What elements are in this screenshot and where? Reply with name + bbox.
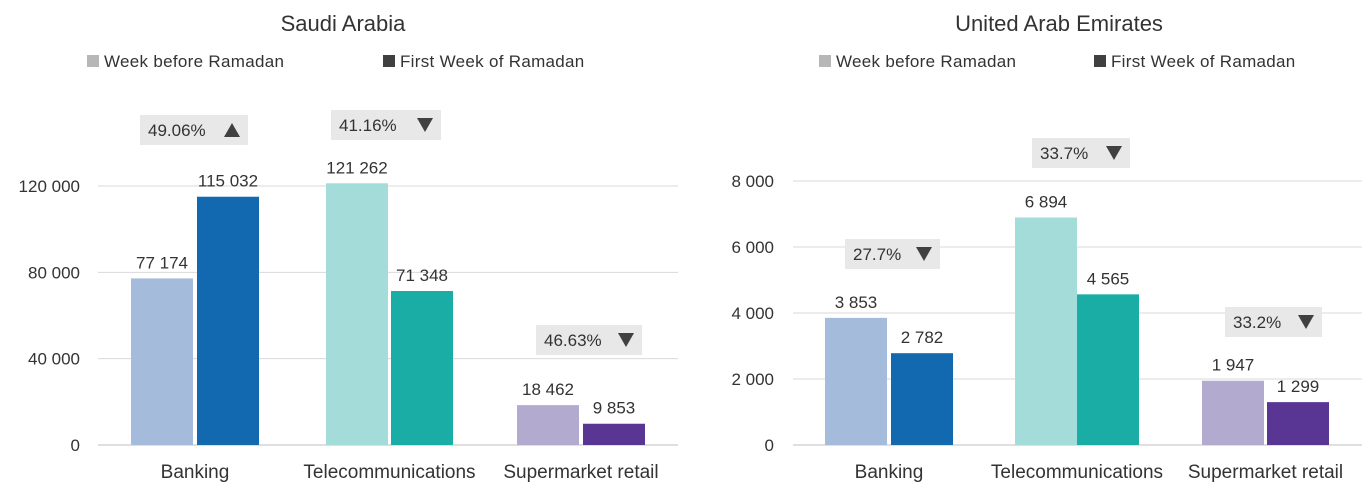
bar <box>1267 402 1329 445</box>
data-label: 115 032 <box>198 172 258 191</box>
chart-panel-uae: United Arab Emirates Week before Ramadan F… <box>731 11 1362 483</box>
data-label: 18 462 <box>522 380 574 399</box>
bar <box>1077 294 1139 445</box>
change-percent: 41.16% <box>339 116 397 135</box>
y-tick-label: 120 000 <box>19 177 80 196</box>
triangle-down-icon <box>1106 146 1122 160</box>
bar <box>326 183 388 445</box>
category-label: Telecommunications <box>303 462 475 483</box>
data-label: 6 894 <box>1025 192 1068 211</box>
change-percent: 46.63% <box>544 331 602 350</box>
legend-swatch <box>383 55 395 67</box>
change-percent: 27.7% <box>853 245 901 264</box>
legend-label: First Week of Ramadan <box>400 52 585 71</box>
bar <box>391 291 453 445</box>
bar <box>891 353 953 445</box>
y-tick-label: 0 <box>765 436 774 455</box>
y-tick-label: 80 000 <box>28 263 80 282</box>
triangle-down-icon <box>417 118 433 132</box>
legend-label: Week before Ramadan <box>104 52 284 71</box>
data-label: 121 262 <box>326 158 387 177</box>
chart-title: United Arab Emirates <box>955 11 1163 36</box>
data-label: 1 299 <box>1277 377 1320 396</box>
triangle-down-icon <box>1298 315 1314 329</box>
data-label: 4 565 <box>1087 269 1130 288</box>
y-tick-label: 40 000 <box>28 350 80 369</box>
legend-swatch <box>1094 55 1106 67</box>
data-label: 9 853 <box>593 399 636 418</box>
y-tick-label: 6 000 <box>731 238 774 257</box>
data-label: 3 853 <box>835 293 878 312</box>
data-label: 2 782 <box>901 328 944 347</box>
triangle-down-icon <box>618 333 634 347</box>
legend-label: Week before Ramadan <box>836 52 1016 71</box>
category-label: Supermarket retail <box>1188 462 1343 483</box>
triangle-down-icon <box>916 247 932 261</box>
triangle-up-icon <box>224 123 240 137</box>
legend-label: First Week of Ramadan <box>1111 52 1296 71</box>
bar <box>583 423 645 445</box>
bar <box>131 278 193 445</box>
bar <box>1015 217 1077 445</box>
data-label: 77 174 <box>136 253 188 272</box>
chart-title: Saudi Arabia <box>281 11 407 36</box>
chart-panel-saudi-arabia: Saudi Arabia Week before Ramadan First Wee… <box>19 11 678 483</box>
bar <box>1202 380 1264 445</box>
data-label: 71 348 <box>396 266 448 285</box>
category-label: Banking <box>855 462 924 483</box>
category-label: Supermarket retail <box>503 462 658 483</box>
change-percent: 33.2% <box>1233 313 1281 332</box>
y-tick-label: 8 000 <box>731 172 774 191</box>
y-tick-label: 4 000 <box>731 304 774 323</box>
change-percent: 49.06% <box>148 121 206 140</box>
data-label: 1 947 <box>1212 356 1255 375</box>
legend-swatch <box>819 55 831 67</box>
category-label: Telecommunications <box>991 462 1163 483</box>
change-percent: 33.7% <box>1040 144 1088 163</box>
category-label: Banking <box>161 462 230 483</box>
legend-swatch <box>87 55 99 67</box>
bar <box>825 317 887 445</box>
bar <box>517 405 579 445</box>
y-tick-label: 0 <box>71 436 80 455</box>
y-tick-label: 2 000 <box>731 370 774 389</box>
bar <box>197 196 259 445</box>
